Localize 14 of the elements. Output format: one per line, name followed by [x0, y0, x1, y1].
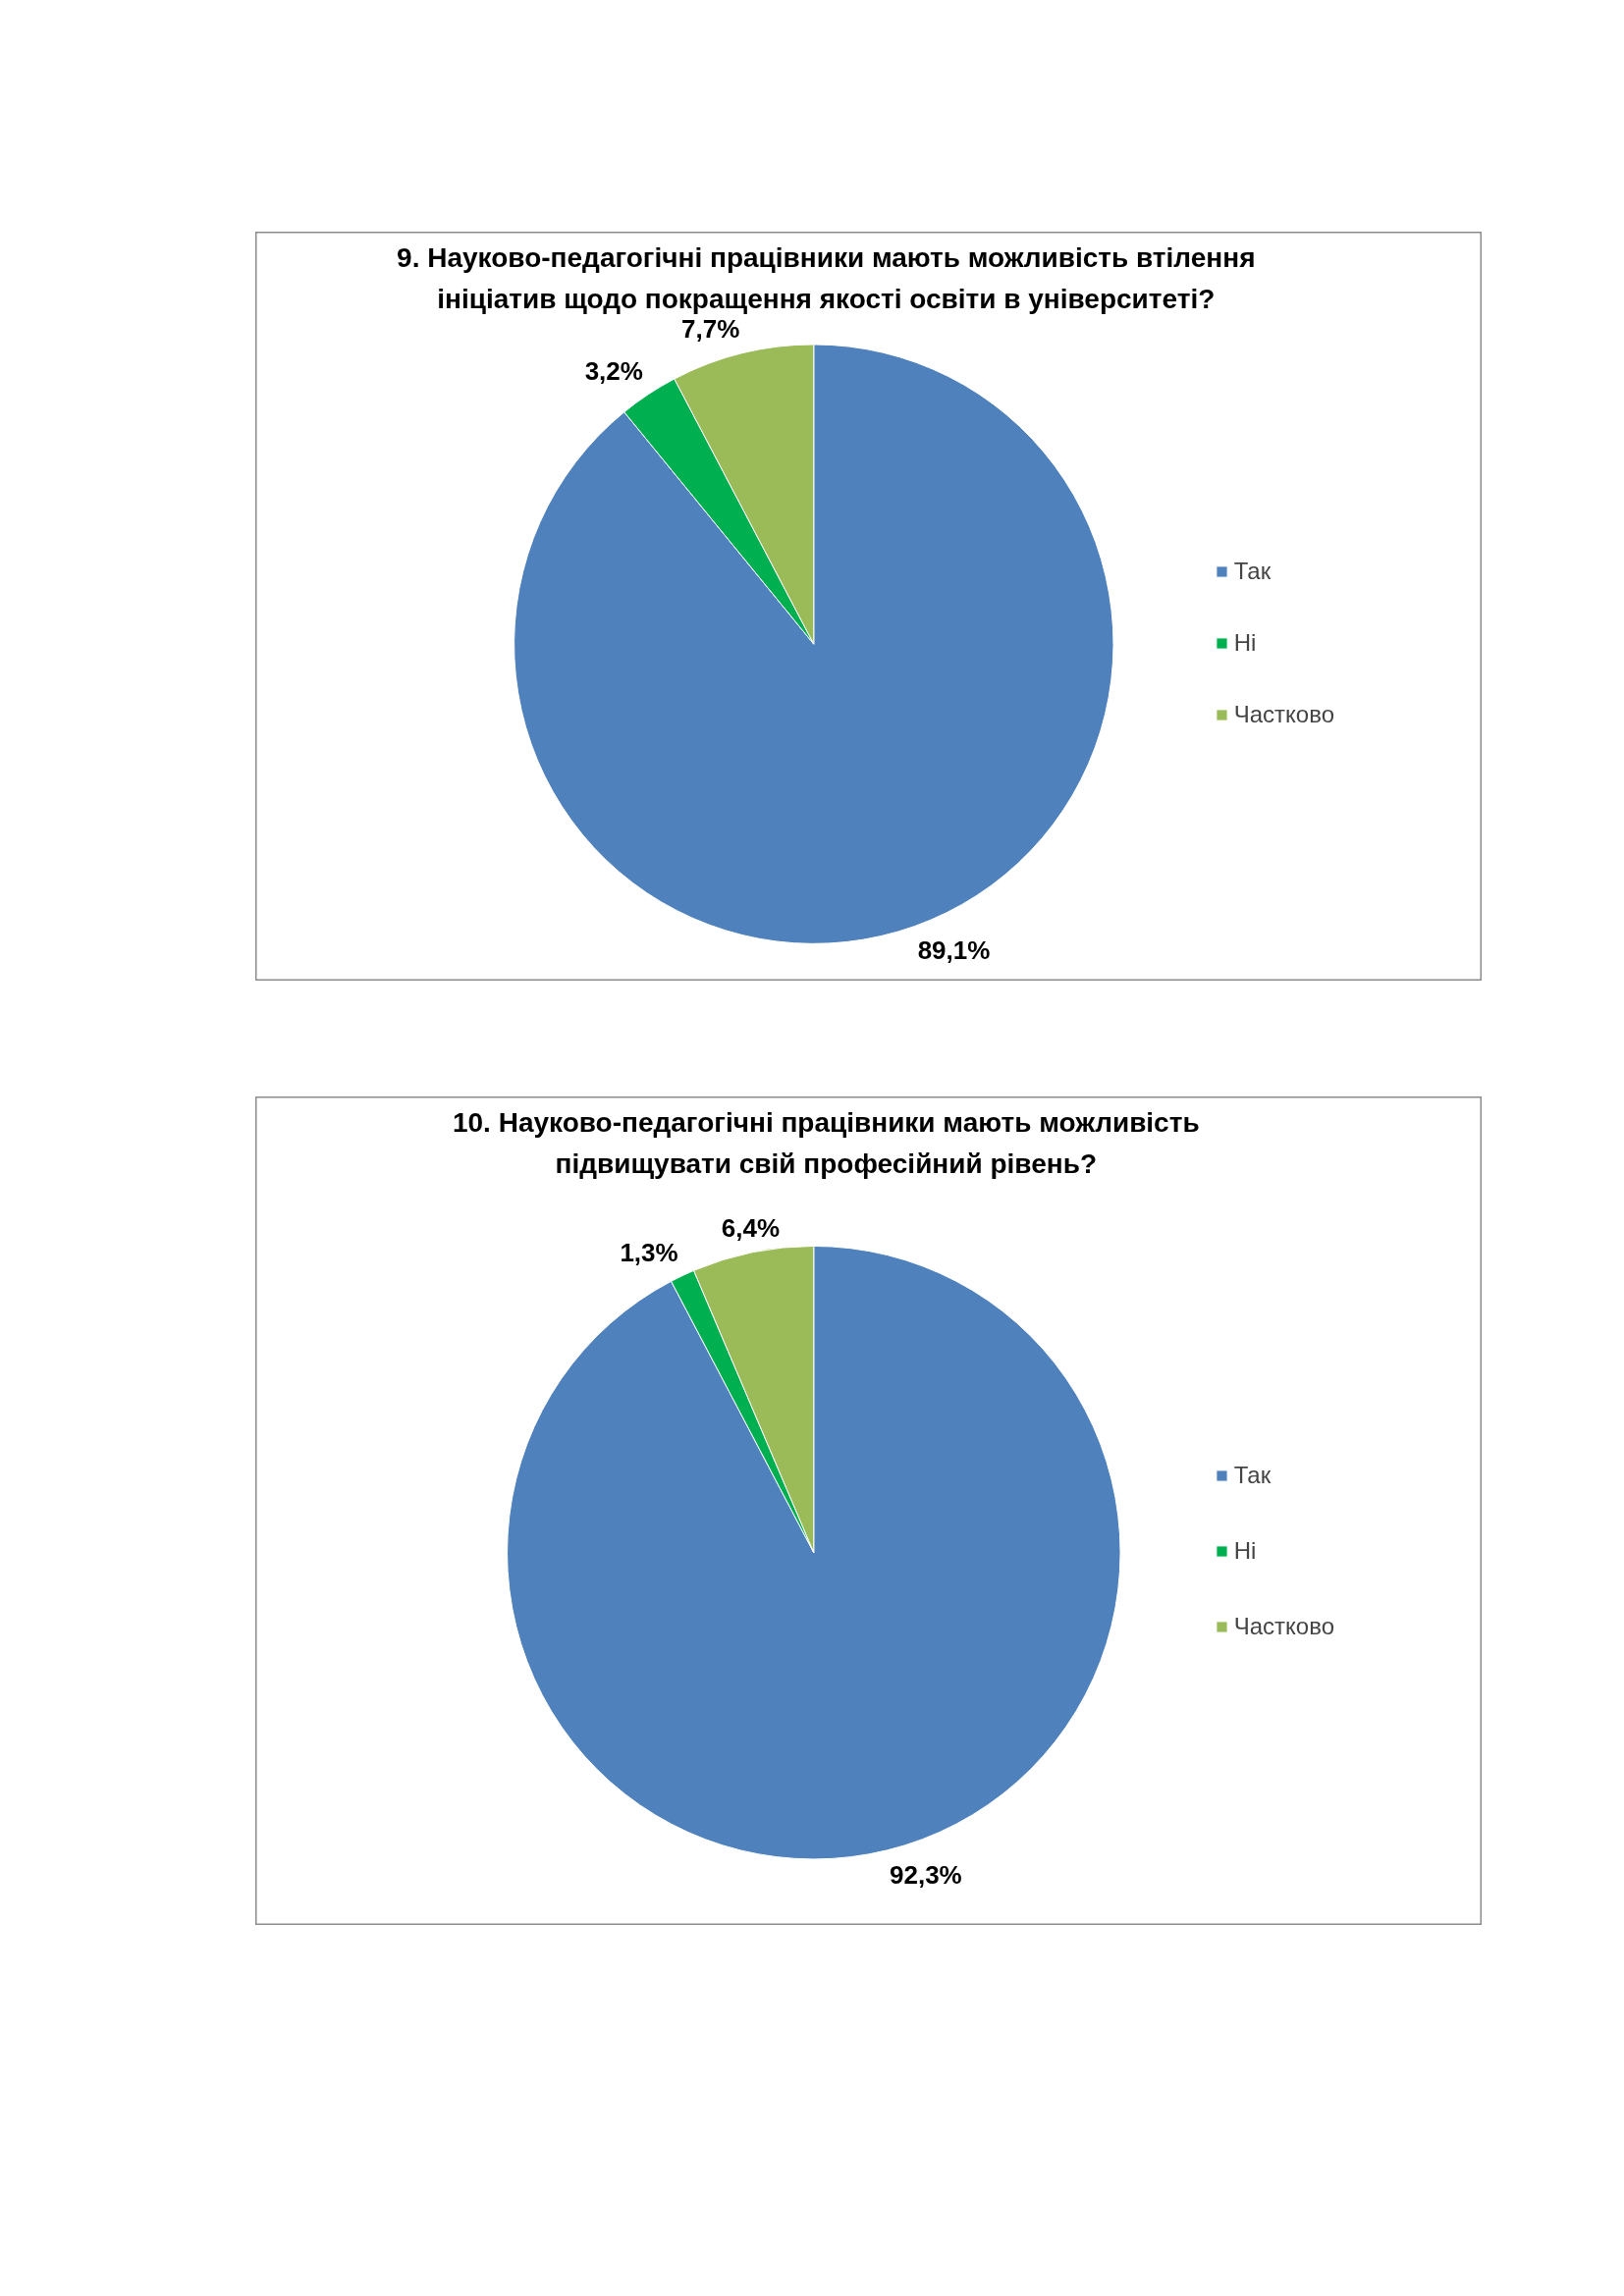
legend-label: Так — [1233, 557, 1272, 586]
data-label: 1,3% — [620, 1237, 678, 1267]
data-label: 89,1% — [917, 935, 991, 966]
legend-label: Ні — [1233, 1536, 1257, 1566]
legend-label: Частково — [1233, 700, 1334, 729]
legend-label: Так — [1233, 1461, 1272, 1490]
data-label: 6,4% — [721, 1212, 781, 1243]
data-label: 7,7% — [681, 314, 740, 345]
data-label: 92,3% — [889, 1859, 962, 1890]
chart-title: 9. Науково-педагогічні працівники мають можливість втілення ініціатив щодо покращення якості освіти в університеті? — [397, 242, 1256, 314]
legend-label: Частково — [1233, 1612, 1334, 1641]
data-label: 3,2% — [584, 356, 643, 387]
legend-label: Ні — [1233, 628, 1257, 658]
chart-title: 10. Науково-педагогічні працівники мають можливість підвищувати свій професійний рівень? — [452, 1107, 1200, 1179]
